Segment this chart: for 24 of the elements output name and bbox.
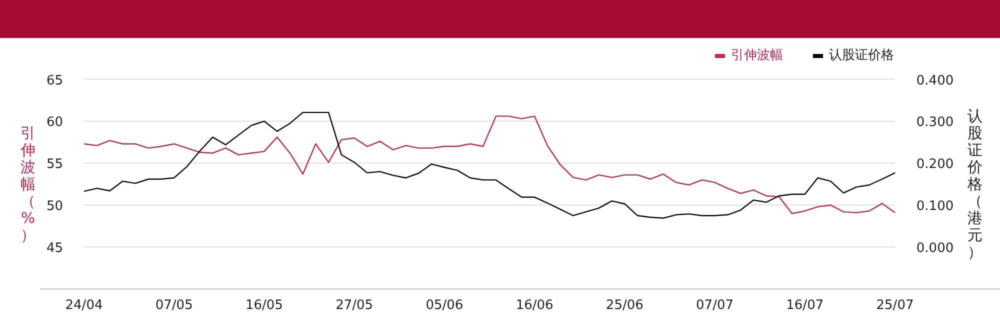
x-tick-label: 05/06 <box>426 298 464 313</box>
x-tick-label: 16/06 <box>516 298 554 313</box>
legend-label: 引伸波幅 <box>731 48 783 63</box>
y2-tick-label: 0.000 <box>916 241 954 256</box>
y-tick-label: 65 <box>46 73 63 88</box>
y2-tick-label: 0.200 <box>916 157 954 172</box>
x-tick-label: 16/05 <box>245 298 283 313</box>
x-tick-label: 16/07 <box>786 298 824 313</box>
y2-tick-label: 0.100 <box>916 199 954 214</box>
x-tick-label: 07/05 <box>155 298 193 313</box>
y-tick-label: 45 <box>46 241 63 256</box>
x-tick-label: 07/07 <box>696 298 734 313</box>
y-tick-label: 60 <box>46 115 63 130</box>
y-axis-title: 引伸波幅（%） <box>20 124 36 244</box>
x-tick-label: 24/04 <box>65 298 103 313</box>
y-tick-label: 50 <box>46 199 63 214</box>
x-tick-label: 25/06 <box>606 298 644 313</box>
text: 认股证价格（港元） <box>968 107 982 261</box>
y2-tick-label: 0.300 <box>916 115 954 130</box>
y2-tick-label: 0.400 <box>916 73 954 88</box>
y-tick-label: 55 <box>46 157 63 172</box>
x-tick-label: 25/07 <box>876 298 914 313</box>
x-tick-label: 27/05 <box>336 298 374 313</box>
legend-label: 认股证价格 <box>829 48 894 63</box>
